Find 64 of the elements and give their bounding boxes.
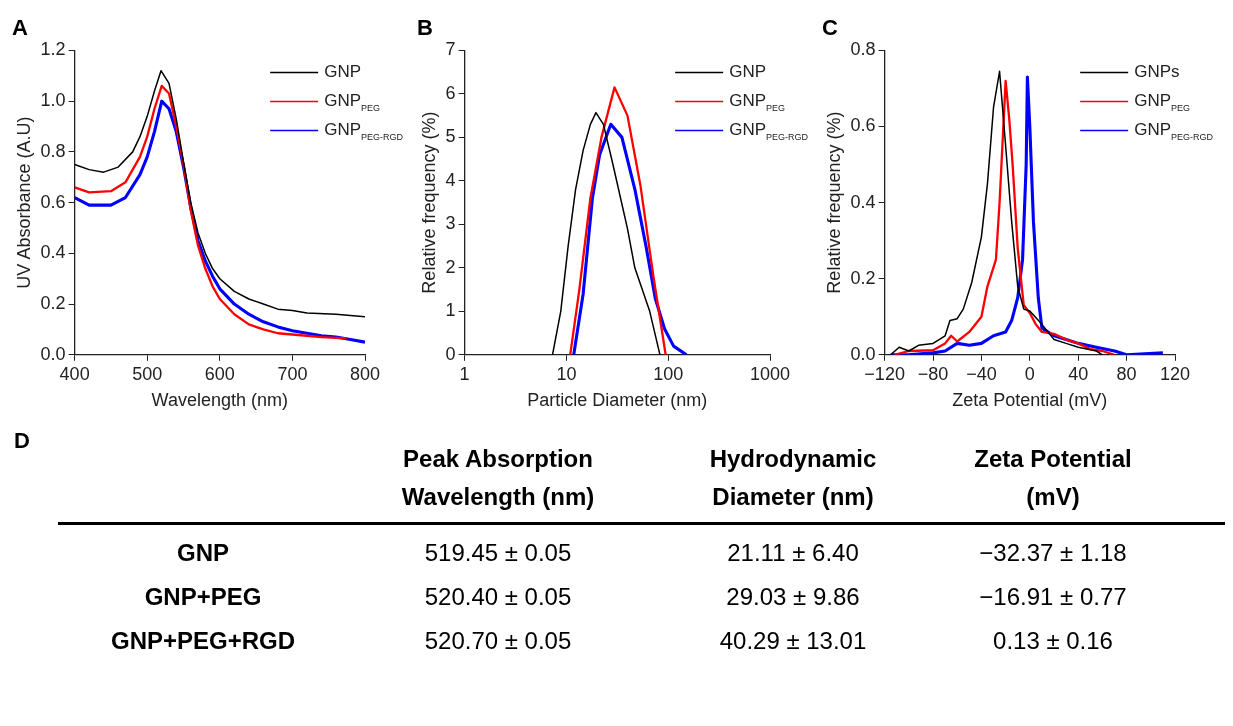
x-tick-label: 100 bbox=[653, 363, 684, 384]
legend-label: GNP bbox=[729, 62, 766, 82]
y-tick-label: 4 bbox=[445, 169, 456, 190]
y-tick-label: 0.6 bbox=[850, 115, 876, 136]
x-axis-title: Particle Diameter (nm) bbox=[527, 390, 708, 411]
y-axis-title: UV Absorbance (A.U) bbox=[13, 116, 34, 289]
y-tick-label: 0.8 bbox=[40, 140, 66, 161]
y-tick-label: 0.2 bbox=[850, 267, 876, 288]
category-label: GNP+PEG+RGD bbox=[110, 627, 296, 654]
chart-title: C bbox=[822, 15, 838, 41]
text: 520.70 ± 0.05 bbox=[424, 627, 572, 654]
x-tick-label: 600 bbox=[204, 363, 235, 384]
x-tick-label: 120 bbox=[1159, 363, 1191, 384]
y-tick-label: 5 bbox=[445, 126, 456, 147]
text: 21.11 ± 6.40 bbox=[727, 539, 859, 566]
x-tick-label: 1000 bbox=[749, 363, 791, 384]
y-tick-label: 7 bbox=[445, 39, 456, 60]
text: −32.37 ± 1.18 bbox=[979, 539, 1127, 566]
x-tick-label: 500 bbox=[132, 363, 163, 384]
y-tick-label: 0.0 bbox=[850, 343, 876, 364]
x-tick-label: 80 bbox=[1116, 363, 1137, 384]
y-tick-label: 0.4 bbox=[850, 191, 876, 212]
y-tick-label: 0.2 bbox=[40, 293, 66, 314]
y-axis-title: Relative frequency (%) bbox=[418, 111, 439, 294]
text: 40.29 ± 13.01 bbox=[719, 627, 867, 654]
y-tick-label: 3 bbox=[445, 213, 456, 234]
y-tick-label: 1.2 bbox=[40, 39, 66, 60]
x-tick-label: 400 bbox=[59, 363, 90, 384]
y-tick-label: 1 bbox=[445, 300, 456, 321]
x-tick-label: 700 bbox=[277, 363, 308, 384]
legend-label: GNPs bbox=[1134, 62, 1180, 82]
category-label: Peak Absorption Wavelength (nm) bbox=[400, 444, 596, 512]
category-label: Hydrodynamic Diameter (nm) bbox=[708, 444, 878, 512]
x-tick-label: 10 bbox=[556, 363, 577, 384]
x-tick-label: −40 bbox=[966, 363, 997, 384]
category-label: GNP+PEG bbox=[144, 583, 262, 610]
category-label: Zeta Potential (mV) bbox=[973, 444, 1133, 512]
x-tick-label: 40 bbox=[1068, 363, 1089, 384]
y-tick-label: 1.0 bbox=[40, 90, 66, 111]
x-tick-label: −80 bbox=[917, 363, 949, 384]
text: 519.45 ± 0.05 bbox=[424, 539, 572, 566]
y-tick-label: 0.0 bbox=[40, 343, 66, 364]
category-label: GNP bbox=[176, 539, 229, 566]
x-axis-title: Zeta Potential (mV) bbox=[952, 390, 1108, 411]
chart-title: A bbox=[12, 15, 28, 41]
text: 0.13 ± 0.16 bbox=[993, 627, 1113, 654]
legend-label: GNP bbox=[324, 62, 361, 82]
x-tick-label: −120 bbox=[864, 363, 905, 384]
y-tick-label: 6 bbox=[445, 82, 456, 103]
text: D bbox=[14, 428, 30, 453]
y-tick-label: 2 bbox=[445, 256, 456, 277]
chart-title: B bbox=[417, 15, 433, 41]
y-tick-label: 0.4 bbox=[40, 242, 66, 263]
x-tick-label: 800 bbox=[349, 363, 381, 384]
x-tick-label: 1 bbox=[459, 363, 470, 384]
y-tick-label: 0.6 bbox=[40, 191, 66, 212]
y-tick-label: 0 bbox=[445, 343, 456, 364]
y-tick-label: 0.8 bbox=[850, 39, 876, 60]
text: 520.40 ± 0.05 bbox=[424, 583, 572, 610]
text: −16.91 ± 0.77 bbox=[979, 583, 1127, 610]
text: 29.03 ± 9.86 bbox=[726, 583, 860, 610]
x-axis-title: Wavelength (nm) bbox=[151, 390, 289, 411]
y-axis-title: Relative frequency (%) bbox=[823, 111, 844, 294]
x-tick-label: 0 bbox=[1024, 363, 1035, 384]
